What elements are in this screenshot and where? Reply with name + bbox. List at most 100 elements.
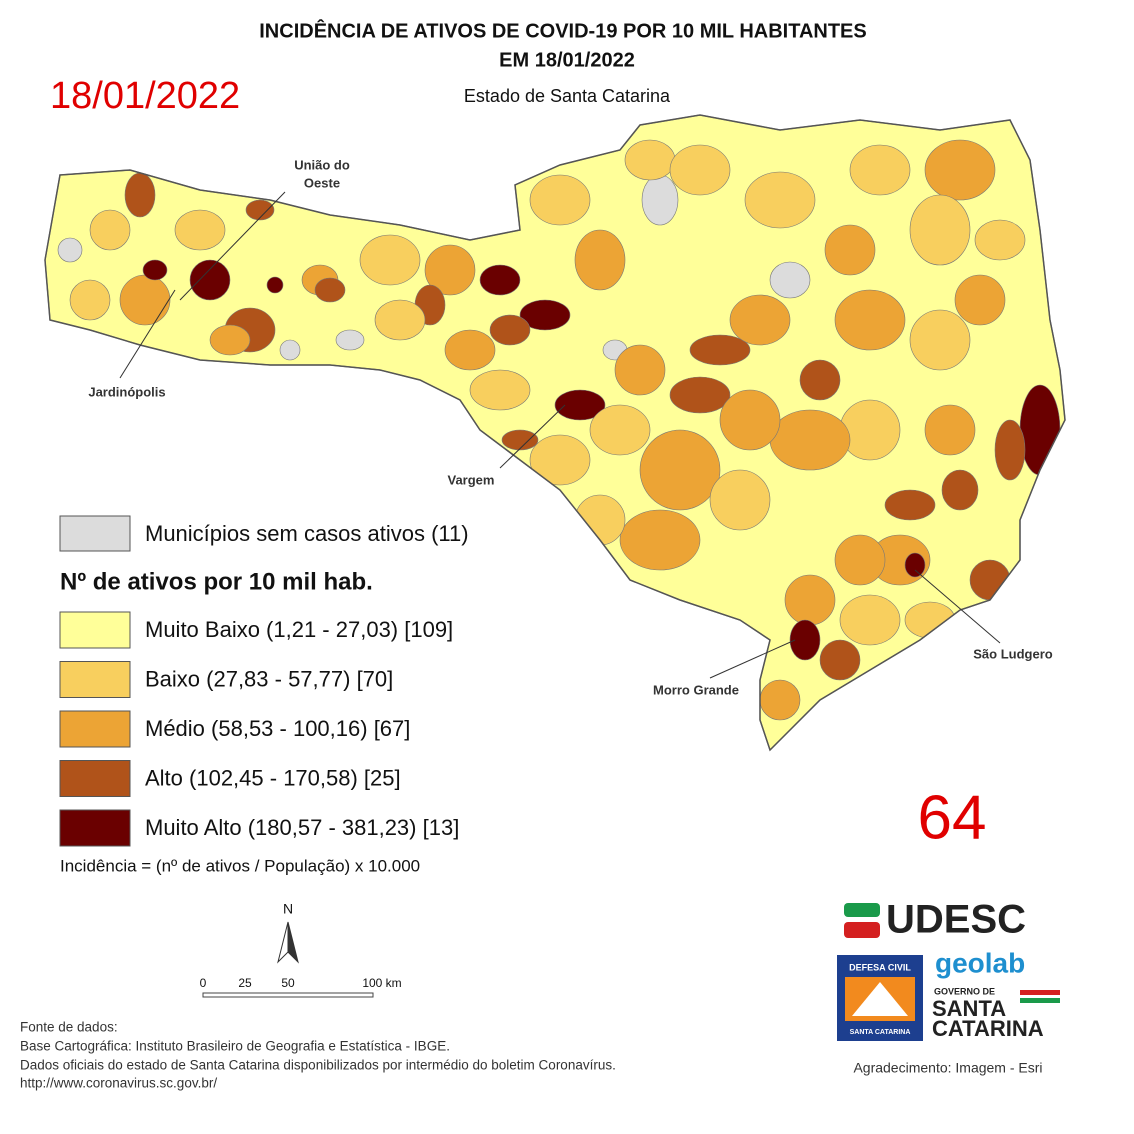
udesc-icon [844, 903, 880, 917]
legend-label: Municípios sem casos ativos (11) [145, 521, 469, 546]
legend-label: Médio (58,53 - 100,16) [67] [145, 716, 410, 741]
municipality [669, 144, 731, 196]
source-line: Fonte de dados: [20, 1020, 118, 1035]
legend-swatch [59, 760, 131, 797]
municipality [924, 404, 976, 456]
source-line: Base Cartográfica: Instituto Brasileiro … [20, 1039, 450, 1054]
title-line: INCIDÊNCIA DE ATIVOS DE COVID-19 POR 10 … [259, 18, 866, 42]
municipality [266, 276, 284, 294]
subtitle: Estado de Santa Catarina [464, 86, 671, 106]
legend-label: Alto (102,45 - 170,58) [25] [145, 765, 401, 790]
scale-label: 50 [281, 976, 295, 990]
municipality [784, 574, 836, 626]
municipality [69, 279, 111, 321]
municipality [174, 209, 226, 251]
municipality [529, 434, 591, 486]
governo-text: CATARINA [932, 1016, 1044, 1041]
municipality [279, 339, 301, 361]
place-label: Oeste [304, 175, 340, 190]
flag-stripe [1020, 990, 1060, 995]
municipality [719, 389, 781, 451]
leader-line [709, 639, 796, 679]
municipality [744, 171, 816, 229]
legend-label: Baixo (27,83 - 57,77) [70] [145, 666, 393, 691]
municipality [124, 172, 156, 218]
leader-line [499, 404, 566, 469]
municipality [769, 261, 811, 299]
municipality [335, 329, 365, 351]
north-arrow [287, 921, 299, 964]
scale-label: 0 [200, 976, 207, 990]
title-line: EM 18/01/2022 [499, 49, 635, 71]
municipality [119, 274, 171, 326]
municipality [574, 229, 626, 291]
municipality [444, 329, 496, 371]
municipality [849, 144, 911, 196]
municipality [489, 314, 531, 346]
municipality [729, 294, 791, 346]
udesc-logo: UDESC [886, 898, 1026, 942]
municipality [689, 334, 751, 366]
legend-heading: Nº de ativos por 10 mil hab. [60, 568, 373, 595]
scale-label: 100 km [362, 976, 401, 990]
logos: UDESC DEFESA CIVIL SANTA CATARINA geolab… [837, 898, 1060, 1076]
defesa-civil-triangle [852, 982, 908, 1016]
municipality [89, 209, 131, 251]
scale-line [202, 992, 374, 998]
source-line: http://www.coronavirus.sc.gov.br/ [20, 1076, 217, 1091]
municipality [245, 199, 275, 221]
defesa-civil-text: DEFESA CIVIL [849, 962, 911, 972]
municipality [479, 264, 521, 296]
leader-line [179, 191, 286, 301]
municipality [904, 552, 926, 578]
municipality [799, 359, 841, 401]
municipality [57, 237, 83, 263]
credit: Agradecimento: Imagem - Esri [853, 1060, 1042, 1076]
legend-label: Muito Alto (180,57 - 381,23) [13] [145, 815, 459, 840]
municipality [839, 594, 901, 646]
scale-label: 25 [238, 976, 252, 990]
municipality [374, 299, 426, 341]
municipality [469, 369, 531, 411]
municipality [924, 139, 996, 201]
municipality [824, 224, 876, 276]
municipality [142, 259, 168, 281]
legend: Municípios sem casos ativos (11) Nº de a… [59, 515, 469, 875]
municipality [789, 619, 821, 661]
scale-bar: N 0 25 50 100 km [200, 901, 402, 998]
municipality [909, 309, 971, 371]
geolab-logo: geolab [935, 947, 1025, 978]
legend-swatch [59, 710, 131, 748]
municipality [189, 259, 231, 301]
municipality [709, 469, 771, 531]
counter: 64 [918, 783, 987, 852]
municipality [759, 679, 801, 721]
leader-line [914, 569, 1001, 644]
municipality [834, 534, 886, 586]
municipality [641, 174, 679, 226]
governo-text: GOVERNO DE [934, 986, 995, 996]
municipality [519, 299, 571, 331]
municipality [614, 344, 666, 396]
formula: Incidência = (nº de ativos / População) … [60, 856, 420, 875]
state-outline [44, 114, 1066, 752]
north-label: N [283, 901, 293, 917]
municipality [819, 639, 861, 681]
place-label: União do [294, 157, 350, 172]
municipality [909, 194, 971, 266]
place-label: Vargem [448, 472, 495, 487]
legend-swatch [59, 661, 131, 698]
municipality [884, 489, 936, 521]
municipality [834, 289, 906, 351]
legend-swatch [59, 515, 131, 552]
leader-line [119, 289, 176, 379]
municipality [974, 219, 1026, 261]
legend-label: Muito Baixo (1,21 - 27,03) [109] [145, 617, 453, 642]
municipality [314, 277, 346, 303]
municipality [669, 376, 731, 414]
governo-text: SANTA [932, 996, 1006, 1021]
source-line: Dados oficiais do estado de Santa Catari… [20, 1058, 616, 1073]
municipality [209, 324, 251, 356]
udesc-icon [844, 922, 880, 938]
